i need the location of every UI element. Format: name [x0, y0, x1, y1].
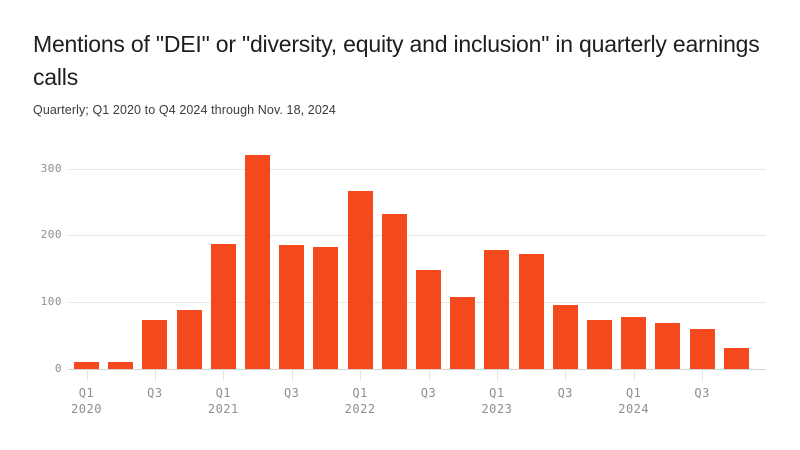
page-title: Mentions of "DEI" or "diversity, equity …: [33, 31, 760, 90]
bar: [74, 362, 99, 369]
bar: [313, 246, 339, 369]
y-tick-label: 0: [54, 362, 62, 375]
bar: [142, 319, 168, 369]
y-gridline: [68, 168, 766, 170]
bar: [484, 250, 510, 369]
bar: [621, 316, 647, 369]
bar: [655, 322, 681, 369]
bar: [723, 348, 749, 369]
y-tick-label: 300: [40, 161, 62, 175]
x-tick-mark: [633, 369, 635, 381]
x-tick-mark: [565, 369, 567, 381]
y-gridline: [68, 369, 766, 370]
x-tick-label-quarter: Q3: [283, 386, 300, 400]
y-tick-label: 200: [40, 228, 62, 242]
page-subtitle: Quarterly; Q1 2020 to Q4 2024 through No…: [33, 103, 336, 117]
x-tick-label-year: 2023: [481, 402, 513, 416]
bar: [210, 244, 236, 369]
x-tick-label-quarter: Q1: [78, 386, 95, 400]
x-tick-label-year: 2024: [618, 402, 650, 416]
x-tick-label-quarter: Q1: [489, 386, 505, 400]
bar: [108, 362, 134, 369]
x-tick-mark: [223, 369, 225, 381]
x-tick-mark: [496, 369, 498, 381]
x-tick-mark: [360, 369, 362, 381]
bar: [552, 304, 578, 369]
bar: [245, 155, 270, 369]
bar: [587, 320, 612, 369]
x-tick-label-quarter: Q3: [420, 386, 437, 400]
x-tick-label-quarter: Q1: [352, 386, 368, 400]
x-tick-label-quarter: Q3: [557, 386, 574, 400]
x-tick-label-year: 2022: [344, 402, 376, 416]
bar: [347, 190, 373, 369]
bar: [279, 244, 305, 369]
x-tick-mark: [86, 369, 88, 381]
bar: [416, 270, 441, 369]
x-tick-label-year: 2020: [71, 402, 102, 416]
x-tick-label-quarter: Q1: [215, 386, 232, 400]
x-tick-mark: [702, 369, 704, 381]
x-tick-mark: [428, 369, 430, 381]
x-tick-mark: [154, 369, 156, 381]
y-gridline: [68, 235, 766, 237]
x-tick-label-year: 2021: [207, 402, 239, 416]
bar: [518, 254, 544, 369]
x-tick-label-quarter: Q1: [625, 386, 642, 400]
bar: [176, 309, 202, 369]
bar: [381, 214, 407, 369]
bar: [450, 296, 476, 369]
y-tick-label: 100: [40, 295, 62, 309]
x-tick-label-quarter: Q3: [147, 386, 163, 400]
bar: [689, 328, 715, 369]
x-tick-label-quarter: Q3: [694, 386, 710, 400]
x-tick-mark: [291, 369, 293, 381]
